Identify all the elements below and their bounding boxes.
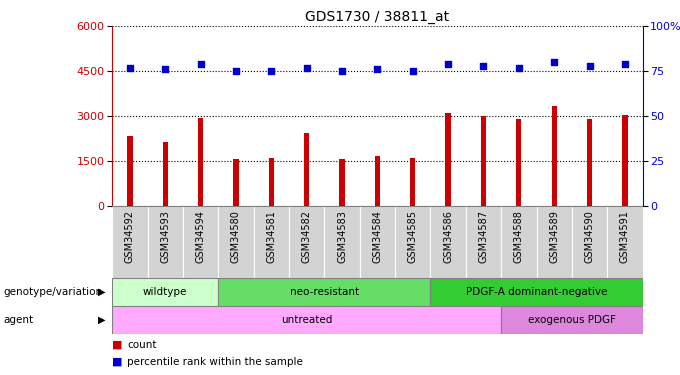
- Text: GSM34585: GSM34585: [408, 210, 418, 263]
- Bar: [622, 115, 628, 206]
- Bar: [198, 118, 203, 206]
- Bar: [339, 159, 345, 206]
- Bar: [375, 156, 380, 206]
- Bar: [269, 158, 274, 206]
- Point: [478, 63, 489, 69]
- Bar: [163, 142, 168, 206]
- Bar: [445, 113, 451, 206]
- Bar: [218, 206, 254, 278]
- Point: [407, 68, 418, 74]
- Text: GSM34590: GSM34590: [585, 210, 594, 262]
- Bar: [112, 306, 501, 334]
- Text: GSM34594: GSM34594: [196, 210, 205, 262]
- Bar: [324, 206, 360, 278]
- Point: [195, 61, 206, 67]
- Bar: [481, 116, 486, 206]
- Point: [584, 63, 595, 69]
- Bar: [587, 119, 592, 206]
- Text: GSM34586: GSM34586: [443, 210, 453, 262]
- Text: GSM34589: GSM34589: [549, 210, 559, 262]
- Bar: [183, 206, 218, 278]
- Point: [549, 59, 560, 65]
- Bar: [148, 206, 183, 278]
- Text: GSM34591: GSM34591: [620, 210, 630, 262]
- Text: ▶: ▶: [98, 315, 105, 325]
- Bar: [430, 206, 466, 278]
- Bar: [501, 306, 643, 334]
- Bar: [516, 118, 522, 206]
- Text: percentile rank within the sample: percentile rank within the sample: [127, 357, 303, 367]
- Point: [160, 66, 171, 72]
- Text: wildtype: wildtype: [143, 286, 188, 297]
- Bar: [289, 206, 324, 278]
- Text: GSM34580: GSM34580: [231, 210, 241, 262]
- Text: genotype/variation: genotype/variation: [3, 286, 103, 297]
- Text: PDGF-A dominant-negative: PDGF-A dominant-negative: [466, 286, 607, 297]
- Text: GSM34587: GSM34587: [479, 210, 488, 263]
- Text: GSM34584: GSM34584: [373, 210, 382, 262]
- Bar: [254, 206, 289, 278]
- Point: [513, 64, 524, 70]
- Point: [372, 66, 383, 72]
- Bar: [537, 206, 572, 278]
- Text: GSM34592: GSM34592: [125, 210, 135, 263]
- Text: GSM34582: GSM34582: [302, 210, 311, 263]
- Bar: [466, 206, 501, 278]
- Point: [231, 68, 241, 74]
- Bar: [607, 206, 643, 278]
- Bar: [304, 133, 309, 206]
- Bar: [410, 158, 415, 206]
- Text: GSM34588: GSM34588: [514, 210, 524, 262]
- Title: GDS1730 / 38811_at: GDS1730 / 38811_at: [305, 10, 449, 24]
- Bar: [395, 206, 430, 278]
- Point: [619, 61, 630, 67]
- Point: [124, 64, 135, 70]
- Point: [266, 68, 277, 74]
- Bar: [360, 206, 395, 278]
- Bar: [112, 206, 148, 278]
- Text: neo-resistant: neo-resistant: [290, 286, 359, 297]
- Bar: [572, 206, 607, 278]
- Text: untreated: untreated: [281, 315, 333, 325]
- Bar: [218, 278, 430, 306]
- Point: [301, 64, 312, 70]
- Text: GSM34593: GSM34593: [160, 210, 170, 262]
- Point: [443, 61, 454, 67]
- Bar: [551, 106, 557, 206]
- Bar: [233, 159, 239, 206]
- Text: agent: agent: [3, 315, 33, 325]
- Bar: [430, 278, 643, 306]
- Text: ▶: ▶: [98, 286, 105, 297]
- Bar: [127, 136, 133, 206]
- Bar: [112, 278, 218, 306]
- Point: [337, 68, 347, 74]
- Text: GSM34581: GSM34581: [267, 210, 276, 262]
- Text: ■: ■: [112, 340, 122, 350]
- Text: GSM34583: GSM34583: [337, 210, 347, 262]
- Text: count: count: [127, 340, 156, 350]
- Text: ■: ■: [112, 357, 122, 367]
- Text: exogenous PDGF: exogenous PDGF: [528, 315, 616, 325]
- Bar: [501, 206, 537, 278]
